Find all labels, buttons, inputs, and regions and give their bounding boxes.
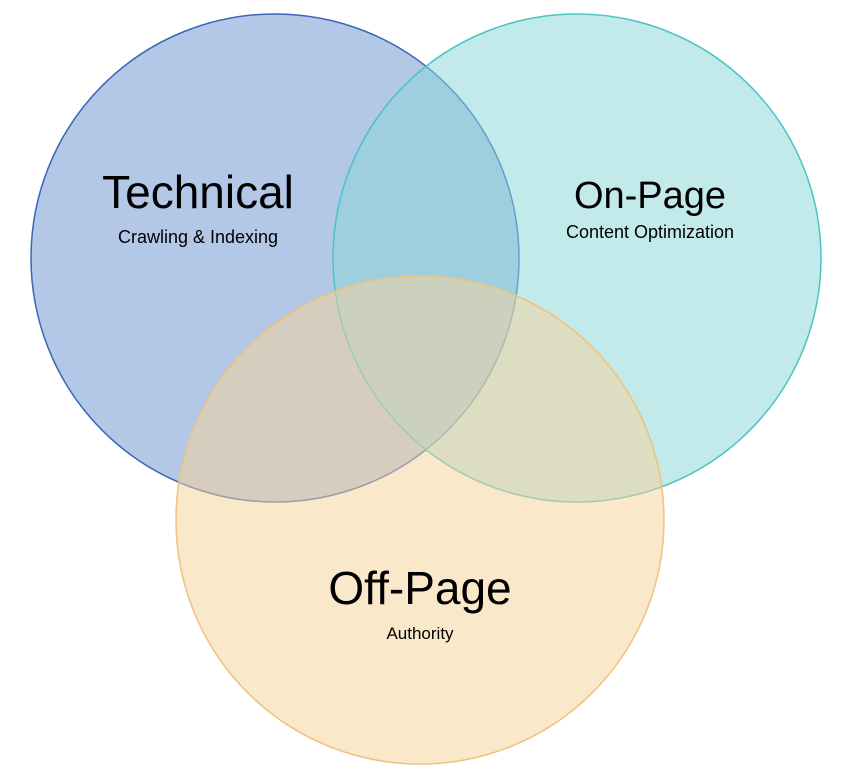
- technical-subtitle: Crawling & Indexing: [118, 227, 278, 247]
- offpage-title: Off-Page: [328, 562, 511, 614]
- technical-title: Technical: [102, 166, 294, 218]
- circle-offpage: [175, 275, 665, 765]
- offpage-subtitle: Authority: [386, 624, 454, 643]
- onpage-title: On-Page: [574, 175, 726, 217]
- onpage-subtitle: Content Optimization: [566, 222, 734, 242]
